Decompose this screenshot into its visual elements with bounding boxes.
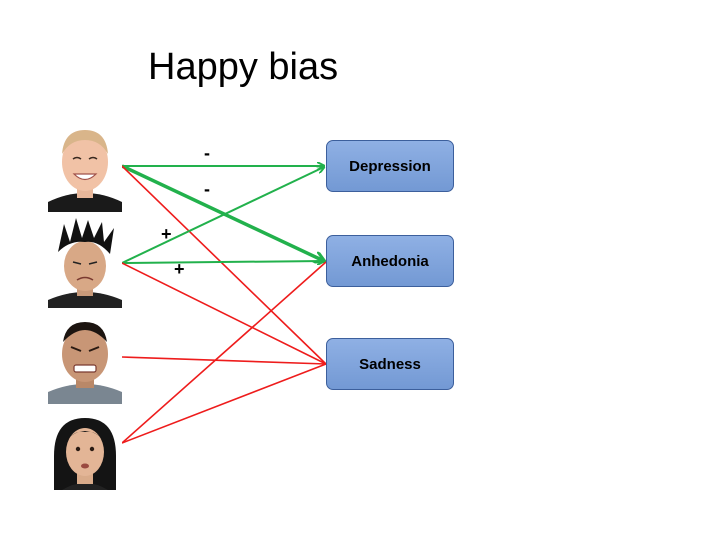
edge-sad-anhedonia	[121, 261, 324, 263]
sadness-node: Sadness	[326, 338, 454, 390]
sign-label: +	[161, 224, 172, 244]
edge-happy-anhedonia	[121, 164, 324, 261]
edge-fearful-sadness	[121, 363, 327, 444]
sign-label: +	[174, 259, 185, 279]
sign-label: -	[204, 143, 210, 163]
edge-happy-sadness	[121, 165, 327, 365]
slide-title: Happy bias	[148, 46, 339, 88]
edge-fearful-anhedonia	[121, 261, 327, 444]
sign-label: -	[204, 179, 210, 199]
sad-face-image	[48, 218, 122, 308]
fearful-face-image	[48, 416, 122, 490]
anhedonia-node: Anhedonia	[326, 235, 454, 287]
edge-sad-sadness	[121, 262, 327, 365]
depression-node: Depression	[326, 140, 454, 192]
angry-face-image	[48, 314, 122, 404]
happy-face-image	[48, 122, 122, 212]
edge-sad-depression	[121, 167, 324, 264]
edge-angry-sadness	[121, 356, 327, 365]
